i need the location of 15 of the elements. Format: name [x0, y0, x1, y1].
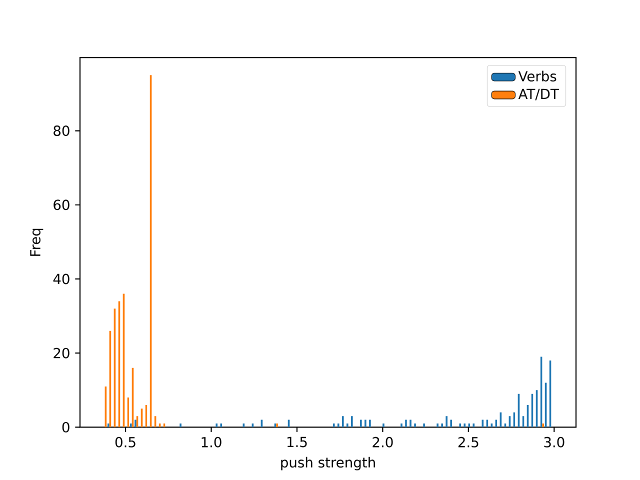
y-axis-title: Freq	[30, 228, 44, 256]
legend-label: Verbs	[518, 70, 556, 82]
x-tick-label: 3.0	[544, 436, 564, 448]
y-tick-label: 20	[54, 348, 70, 358]
x-tick-label: 1.0	[202, 436, 222, 448]
x-tick-label: 2.5	[458, 436, 478, 448]
y-tick-label: 40	[53, 274, 70, 284]
y-tick-label: 0	[62, 422, 70, 432]
x-tick-label: 0.5	[115, 436, 136, 448]
x-tick-label: 2.0	[372, 436, 393, 448]
x-axis-title: push strength	[281, 456, 375, 470]
legend-label: AT/DT	[518, 88, 559, 100]
x-tick-label: 1.5	[287, 436, 307, 448]
y-tick-label: 80	[54, 126, 70, 136]
y-tick-label: 60	[54, 200, 70, 210]
